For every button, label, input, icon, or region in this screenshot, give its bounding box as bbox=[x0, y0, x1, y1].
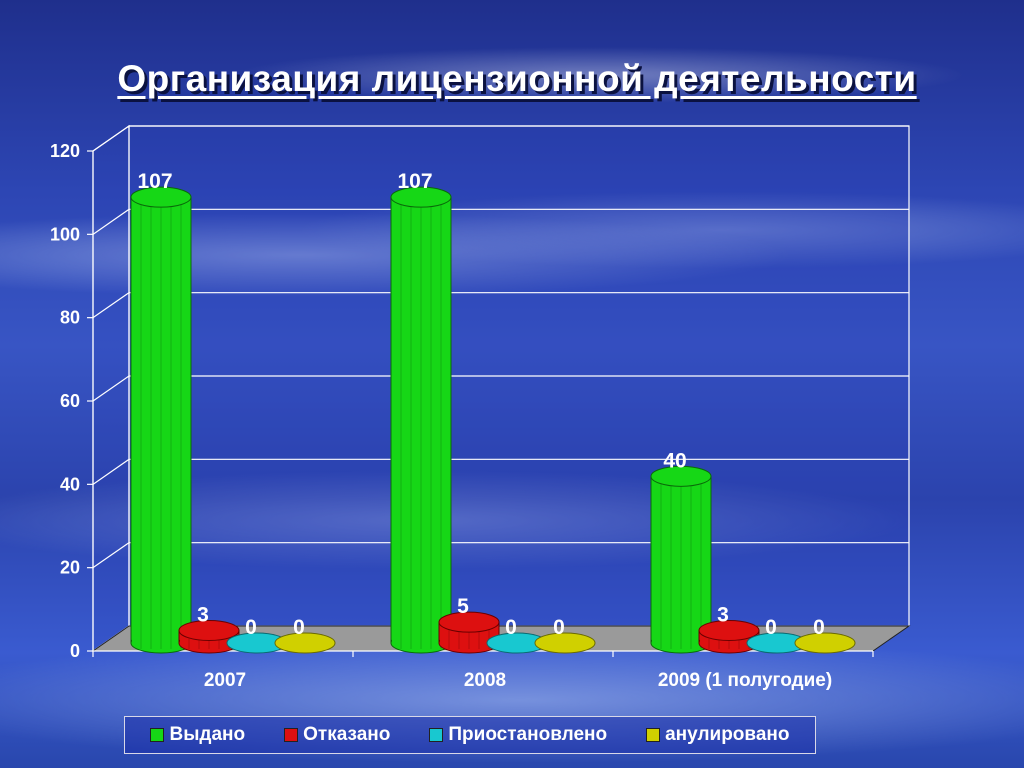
bar-top bbox=[650, 465, 712, 487]
data-label: 3 bbox=[717, 604, 729, 627]
data-label: 107 bbox=[397, 170, 432, 193]
legend-label-suspended: Приостановлено bbox=[448, 724, 608, 745]
gridline bbox=[92, 125, 909, 152]
bar-1-1 bbox=[438, 611, 500, 654]
data-label: 0 bbox=[505, 616, 517, 639]
chart-legend: Выдано Отказано Приостановлено анулирова… bbox=[124, 716, 816, 754]
bar-disc bbox=[534, 632, 596, 654]
bar-fill bbox=[392, 197, 450, 643]
data-label: 5 bbox=[457, 595, 469, 618]
bar-top bbox=[390, 186, 452, 208]
legend-item-suspended: Приостановлено bbox=[429, 724, 607, 746]
bar-3-2 bbox=[794, 632, 856, 654]
legend-label-refused: Отказано bbox=[303, 724, 391, 745]
axis-layer: 0 20 40 60 80 100 120 2007 2008 2009 (1 полугодие… bbox=[50, 141, 874, 691]
data-label: 0 bbox=[553, 616, 565, 639]
data-label: 40 bbox=[663, 449, 686, 472]
y-tick-label: 80 bbox=[60, 308, 80, 328]
bar-fill bbox=[652, 476, 710, 643]
y-tick-label: 0 bbox=[70, 641, 80, 661]
gridline bbox=[92, 542, 909, 569]
bar-disc bbox=[274, 632, 336, 654]
bar-top bbox=[178, 620, 240, 641]
legend-label-issued: Выдано bbox=[169, 724, 246, 745]
data-label: 3 bbox=[197, 604, 209, 627]
y-tick-label: 100 bbox=[50, 224, 80, 244]
legend-item-issued: Выдано bbox=[150, 724, 245, 746]
bar-0-1 bbox=[390, 186, 452, 654]
legend-swatch-suspended bbox=[429, 728, 444, 742]
legend-swatch-annulled bbox=[646, 728, 661, 742]
legend-swatch-issued bbox=[150, 728, 165, 742]
data-label: 0 bbox=[245, 616, 257, 639]
bar-top bbox=[438, 611, 500, 633]
bar-top bbox=[130, 186, 192, 208]
bar-0-0 bbox=[130, 186, 192, 654]
bar-0-2 bbox=[650, 465, 712, 654]
chart-title: Организация лицензионной деятельности bbox=[117, 58, 917, 99]
y-tick-label: 60 bbox=[60, 391, 80, 411]
data-label: 0 bbox=[293, 616, 305, 639]
bar-top bbox=[698, 620, 760, 641]
bar-disc bbox=[794, 632, 856, 654]
x-tick-label: 2007 bbox=[204, 670, 246, 691]
y-tick-label: 40 bbox=[60, 474, 80, 494]
y-tick-label: 20 bbox=[60, 558, 80, 578]
label-layer: 107 107 40 3 5 3 0 0 0 0 0 0 bbox=[137, 170, 824, 639]
legend-label-annulled: анулировано bbox=[665, 724, 790, 745]
gridline bbox=[92, 292, 909, 319]
legend-item-refused: Отказано bbox=[284, 724, 390, 746]
legend-item-annulled: анулировано bbox=[646, 724, 789, 746]
bar-chart: 0 20 40 60 80 100 120 2007 2008 2009 (1 полугодие… bbox=[50, 124, 911, 691]
data-label: 0 bbox=[765, 616, 777, 639]
x-tick-label: 2008 bbox=[464, 670, 506, 691]
y-tick-label: 120 bbox=[50, 141, 80, 161]
gridline bbox=[92, 375, 909, 402]
data-label: 107 bbox=[137, 170, 172, 193]
grid-layer bbox=[91, 124, 911, 653]
data-label: 0 bbox=[813, 616, 825, 639]
bar-1-2 bbox=[698, 620, 760, 654]
gridline bbox=[92, 458, 909, 485]
bar-1-0 bbox=[178, 620, 240, 654]
gridline bbox=[92, 208, 909, 235]
bar-3-1 bbox=[534, 632, 596, 654]
bar-3-0 bbox=[274, 632, 336, 654]
bar-fill bbox=[132, 197, 190, 643]
x-tick-label: 2009 (1 полугодие) bbox=[658, 670, 832, 691]
bar-layer bbox=[130, 186, 856, 654]
legend-swatch-refused bbox=[284, 728, 299, 742]
